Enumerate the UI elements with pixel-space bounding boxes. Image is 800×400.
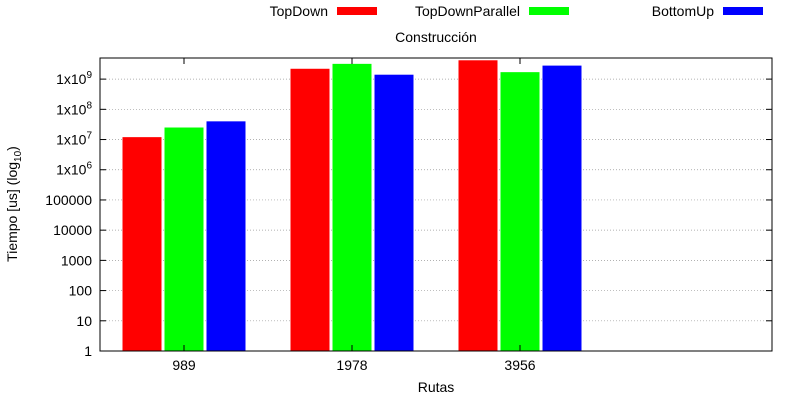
legend-label-bottomup: BottomUp [652, 3, 714, 19]
y-tick-label: 10 [76, 313, 92, 329]
legend-label-topdown: TopDown [270, 3, 328, 19]
y-tick-label: 1 [84, 343, 92, 359]
x-axis-label: Rutas [418, 379, 455, 395]
y-axis-label-close: ) [4, 146, 20, 151]
bar-topdownparallel-1978 [332, 63, 372, 351]
legend-label-topdownparallel: TopDownParallel [415, 3, 520, 19]
y-axis-label-text: Tiempo [us] (log [4, 162, 20, 262]
x-tick-label: 1978 [336, 357, 367, 373]
y-tick-label: 1000 [61, 252, 92, 268]
bars [122, 60, 582, 352]
y-axis-label: Tiempo [us] (log10) [4, 146, 24, 262]
legend-swatch-topdown [337, 7, 377, 15]
legend: TopDown TopDownParallel BottomUp [270, 3, 763, 19]
bar-bottomup-1978 [374, 74, 414, 351]
bar-topdown-1978 [290, 68, 330, 351]
y-tick-label: 100000 [45, 192, 92, 208]
y-tick-label: 1x107 [56, 131, 92, 148]
y-axis-label-subscript: 10 [13, 150, 24, 162]
bar-topdown-3956 [458, 60, 498, 351]
y-axis-ticks: 1 10 100 1000 10000 100000 1x106 1x107 1x108 1x10… [45, 70, 772, 359]
y-tick-label: 1x106 [56, 161, 92, 178]
bar-topdownparallel-3956 [500, 72, 540, 351]
bar-topdownparallel-989 [164, 127, 204, 351]
x-tick-label: 989 [172, 357, 196, 373]
legend-swatch-topdownparallel [529, 7, 569, 15]
legend-swatch-bottomup [723, 7, 763, 15]
x-tick-label: 3956 [504, 357, 535, 373]
bar-topdown-989 [122, 137, 162, 351]
bar-bottomup-3956 [542, 65, 582, 351]
y-tick-label: 1x109 [56, 70, 92, 87]
y-tick-label: 100 [69, 283, 93, 299]
chart-title: Construcción [395, 29, 477, 45]
x-axis-ticks: 989 1978 3956 [172, 58, 536, 373]
plot-frame [99, 57, 773, 352]
bar-bottomup-989 [206, 121, 246, 352]
y-tick-label: 1x108 [56, 100, 92, 117]
y-tick-label: 10000 [53, 222, 92, 238]
